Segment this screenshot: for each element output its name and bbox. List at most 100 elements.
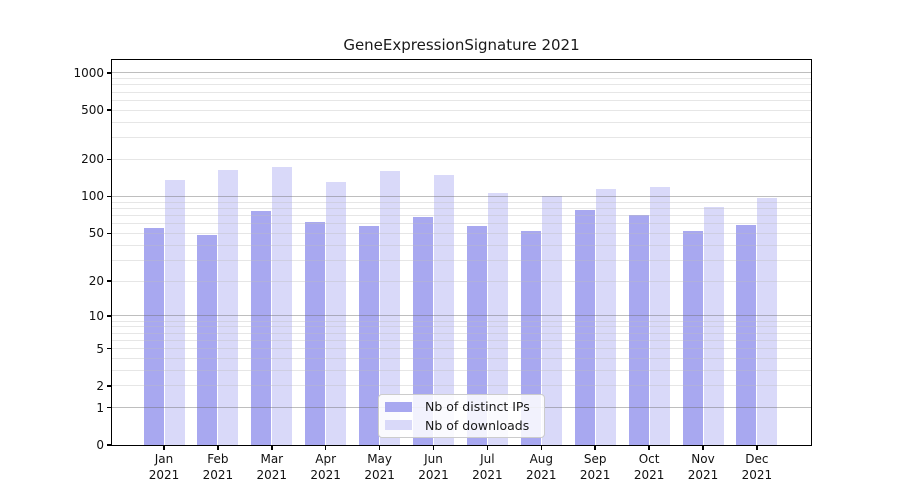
y-tick-mark	[107, 444, 112, 446]
x-tick-label-line: 2021	[364, 468, 395, 482]
bar-downloads	[595, 189, 616, 445]
bar-distinct-ips	[359, 226, 380, 445]
x-tick-mark	[486, 446, 489, 450]
y-tick-mark	[107, 72, 112, 74]
x-tick-label: Mar 2021	[240, 451, 304, 483]
x-tick-label-line: Feb	[207, 452, 229, 466]
y-tick-mark	[107, 195, 112, 198]
bar-distinct-ips	[197, 235, 218, 445]
x-tick-mark	[378, 446, 381, 450]
x-tick-label-line: Dec	[745, 452, 769, 466]
y-tick-mark	[107, 385, 112, 387]
x-tick-mark	[324, 446, 327, 450]
gridline-minor	[112, 320, 811, 322]
bar-downloads	[164, 180, 185, 445]
x-tick-mark	[217, 446, 219, 450]
bar-downloads	[541, 196, 562, 445]
bar-distinct-ips	[413, 216, 433, 445]
y-tick-mark	[107, 406, 112, 409]
x-tick-label-line: Apr	[315, 452, 337, 466]
gridline-minor	[112, 280, 811, 282]
x-tick-label: Nov 2021	[671, 451, 735, 483]
gridline-minor	[112, 339, 811, 341]
x-tick-label-line: 2021	[526, 468, 557, 482]
x-tick-label: Dec 2021	[725, 451, 789, 483]
x-tick-label: Oct 2021	[617, 451, 681, 483]
x-tick-label-line: Oct	[638, 452, 660, 466]
x-tick-label-line: 2021	[579, 468, 611, 482]
y-tick-label: 1000	[73, 65, 104, 80]
x-tick-mark	[594, 446, 596, 450]
gridline-minor	[112, 99, 811, 101]
legend: Nb of distinct IPs Nb of downloads	[378, 394, 545, 438]
y-tick-label: 5	[96, 341, 104, 356]
x-tick-label-line: May	[367, 452, 392, 466]
gridline-minor	[112, 385, 811, 387]
x-tick-label: Sep 2021	[563, 451, 627, 483]
x-tick-mark	[540, 446, 543, 450]
x-tick-mark	[271, 446, 273, 450]
y-tick-label: 10	[88, 308, 104, 323]
legend-label: Nb of downloads	[425, 417, 530, 433]
gridline-minor	[112, 158, 811, 160]
bar-downloads	[649, 186, 670, 445]
chart-title: GeneExpressionSignature 2021	[343, 36, 580, 54]
x-tick-label-line: Aug	[529, 452, 554, 466]
x-tick-label-line: 2021	[202, 468, 234, 482]
gridline-minor	[112, 137, 811, 139]
bar-downloads	[434, 174, 454, 445]
bar-downloads	[703, 207, 724, 445]
gridline-minor	[112, 332, 811, 334]
bar-distinct-ips	[305, 221, 326, 445]
gridline-minor	[112, 121, 811, 123]
x-tick-label: Aug 2021	[509, 451, 573, 483]
y-tick-mark	[107, 315, 112, 317]
x-tick-mark	[648, 446, 650, 450]
bar-downloads	[380, 170, 401, 445]
gridline-minor	[112, 232, 811, 234]
x-tick-mark	[702, 446, 704, 450]
x-tick-label-line: Mar	[260, 452, 284, 466]
y-tick-label: 100	[81, 189, 104, 204]
x-tick-label-line: Jan	[154, 452, 174, 466]
gridline-minor	[112, 369, 811, 371]
gridline-minor	[112, 214, 811, 216]
y-tick-label: 0	[96, 438, 104, 452]
x-tick-label-line: 2021	[472, 468, 503, 482]
x-tick-mark	[432, 446, 435, 450]
x-tick-label: Apr 2021	[294, 451, 358, 483]
y-tick-label: 200	[81, 152, 104, 167]
gridline-minor	[112, 244, 811, 246]
y-tick-label: 1	[96, 400, 104, 415]
y-tick-mark	[107, 347, 112, 350]
bar-downloads	[757, 198, 778, 445]
bar-downloads	[487, 193, 508, 445]
y-tick-label: 500	[81, 103, 104, 118]
x-tick-label-line: 2021	[148, 468, 180, 482]
gridline-major	[112, 315, 811, 317]
x-tick-label: Jan 2021	[132, 451, 196, 483]
x-tick-label: Jul 2021	[455, 451, 519, 483]
x-tick-label-line: 2021	[310, 468, 341, 482]
gridline-minor	[112, 84, 811, 86]
gridline-minor	[112, 109, 811, 111]
bar-distinct-ips	[251, 211, 272, 445]
x-tick-label-line: 2021	[633, 468, 665, 482]
x-tick-label-line: Sep	[583, 452, 607, 466]
x-tick-label-line: 2021	[741, 468, 773, 482]
gridline-minor	[112, 357, 811, 359]
x-tick-label-line: Jun	[424, 452, 443, 466]
x-tick-label: May 2021	[348, 451, 412, 483]
y-tick-mark	[107, 109, 112, 111]
gridline-minor	[112, 326, 811, 328]
legend-item: Nb of downloads	[385, 419, 544, 432]
x-tick-label-line: Jul	[480, 452, 495, 466]
x-tick-label: Jun 2021	[402, 451, 466, 483]
x-tick-label-line: Nov	[691, 452, 715, 466]
x-tick-label-line: 2021	[687, 468, 719, 482]
y-tick-label: 50	[88, 226, 104, 241]
gridline-minor	[112, 207, 811, 209]
y-tick-mark	[107, 280, 112, 282]
gridline-minor	[112, 78, 811, 80]
y-tick-label: 2	[96, 378, 104, 393]
